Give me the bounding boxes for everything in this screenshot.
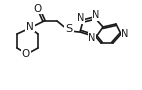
Text: N: N bbox=[88, 33, 96, 43]
Text: O: O bbox=[34, 4, 42, 13]
Text: N: N bbox=[26, 22, 34, 31]
Text: N: N bbox=[121, 29, 129, 39]
Text: N: N bbox=[77, 13, 85, 23]
Text: S: S bbox=[65, 24, 73, 34]
Text: N: N bbox=[92, 10, 100, 20]
Text: O: O bbox=[22, 49, 30, 59]
